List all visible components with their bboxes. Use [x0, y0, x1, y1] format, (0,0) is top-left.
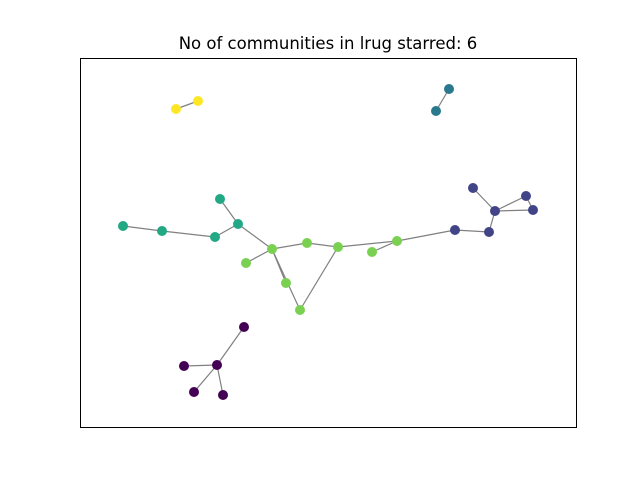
graph-node [444, 84, 454, 94]
graph-edge [216, 326, 245, 366]
graph-node [179, 361, 189, 371]
graph-node [468, 183, 478, 193]
graph-node [210, 232, 220, 242]
graph-edge [299, 246, 339, 311]
graph-edge [396, 229, 456, 242]
graph-node [281, 278, 291, 288]
edges-layer [122, 88, 534, 396]
graph-node [528, 205, 538, 215]
graph-node [118, 221, 128, 231]
graph-node [189, 387, 199, 397]
graph-node [333, 242, 343, 252]
graph-node [171, 104, 181, 114]
graph-edge [454, 229, 490, 233]
graph-edge [472, 187, 496, 212]
graph-node [490, 206, 500, 216]
graph-edge [193, 364, 218, 393]
graph-node [233, 219, 243, 229]
graph-node [295, 305, 305, 315]
graph-node [239, 322, 249, 332]
graph-edge [306, 242, 339, 248]
graph-edge [494, 195, 527, 212]
chart-title: No of communities in lrug starred: 6 [179, 34, 478, 53]
graph-edge [337, 240, 398, 248]
graph-node [267, 244, 277, 254]
graph-edge [183, 364, 218, 367]
graph-node [212, 360, 222, 370]
axes-frame [80, 58, 577, 428]
graph-node [215, 194, 225, 204]
graph-node [431, 106, 441, 116]
graph-node [241, 258, 251, 268]
graph-node [157, 226, 167, 236]
graph-edge [122, 225, 163, 232]
graph-edge [237, 223, 273, 250]
graph-edge [494, 209, 534, 212]
graph-node [521, 191, 531, 201]
graph-node [484, 227, 494, 237]
graph-edge [216, 364, 224, 396]
graph-node [392, 236, 402, 246]
graph-edge [161, 230, 216, 238]
graph-node [367, 247, 377, 257]
nodes-layer [118, 84, 538, 400]
graph-node [450, 225, 460, 235]
graph-edge [219, 198, 239, 225]
graph-node [302, 238, 312, 248]
graph-edge [271, 242, 308, 250]
graph-node [218, 390, 228, 400]
graph-node [193, 96, 203, 106]
